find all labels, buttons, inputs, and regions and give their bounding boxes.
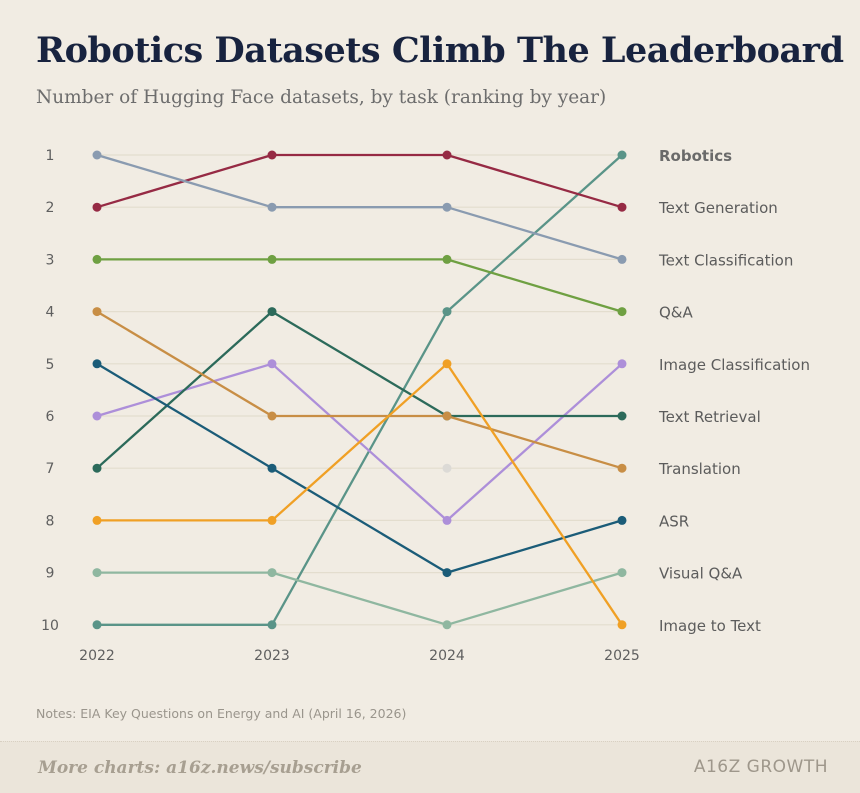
- point-visual-qanda: [92, 568, 102, 578]
- point-qanda: [92, 254, 102, 264]
- chart-subtitle: Number of Hugging Face datasets, by task…: [36, 87, 607, 108]
- footer-bar: More charts: a16z.news/subscribe A16Z GR…: [0, 741, 860, 793]
- series-line-asr: [96, 362, 623, 574]
- series-line-text-retrieval: [96, 310, 622, 470]
- point-asr: [442, 568, 452, 578]
- y-tick-label: 5: [46, 357, 55, 373]
- faint-point: [442, 463, 452, 473]
- point-text-generation: [267, 150, 277, 160]
- point-qanda: [617, 307, 627, 317]
- x-tick-label: 2024: [429, 648, 465, 664]
- point-text-generation: [92, 202, 102, 212]
- y-tick-label: 6: [46, 409, 55, 425]
- point-image-to-text: [442, 359, 452, 369]
- brand-logo: A16Z GROWTH: [693, 757, 828, 777]
- point-text-classification: [267, 202, 277, 212]
- point-image-to-text: [92, 515, 102, 525]
- chart-notes: Notes: EIA Key Questions on Energy and A…: [36, 706, 407, 721]
- series-labels: Robotics Text Generation Text Classificati…: [658, 147, 810, 635]
- series-label-image-classification: Image Classification: [659, 356, 810, 374]
- point-visual-qanda: [267, 568, 277, 578]
- point-robotics: [442, 307, 452, 317]
- series-label-text-retrieval: Text Retrieval: [658, 408, 761, 426]
- series-line-text-classification: [96, 153, 623, 261]
- point-text-classification: [617, 254, 627, 264]
- series-label-robotics: Robotics: [659, 147, 732, 165]
- series-label-qanda: Q&A: [659, 304, 694, 322]
- point-robotics: [267, 620, 277, 630]
- point-text-retrieval: [92, 463, 102, 473]
- point-robotics: [92, 620, 102, 630]
- point-text-retrieval: [617, 411, 627, 421]
- point-image-to-text: [267, 515, 277, 525]
- x-axis-ticks: 2022 2023 2024 2025: [79, 648, 640, 664]
- point-text-classification: [92, 150, 102, 160]
- point-asr: [617, 515, 627, 525]
- y-tick-label: 7: [46, 461, 55, 477]
- point-image-classification: [617, 359, 627, 369]
- y-tick-label: 4: [46, 305, 55, 321]
- point-translation: [617, 463, 627, 473]
- point-robotics: [617, 150, 627, 160]
- y-tick-label: 9: [46, 566, 55, 582]
- point-qanda: [267, 254, 277, 264]
- point-asr: [92, 359, 102, 369]
- point-image-classification: [92, 411, 102, 421]
- series-label-asr: ASR: [659, 512, 689, 530]
- x-tick-label: 2023: [254, 648, 290, 664]
- point-text-generation: [442, 150, 452, 160]
- point-visual-qanda: [442, 620, 452, 630]
- point-text-classification: [442, 202, 452, 212]
- point-translation: [267, 411, 277, 421]
- point-image-to-text: [617, 620, 627, 630]
- y-tick-label: 2: [46, 200, 55, 216]
- point-image-classification: [267, 359, 277, 369]
- series-points: [92, 150, 627, 630]
- y-axis-ticks: 1 2 3 4 5 6 7 8 9 10: [41, 148, 59, 634]
- series-line-translation: [96, 310, 623, 470]
- y-tick-label: 1: [46, 148, 55, 164]
- series-lines: [96, 153, 623, 626]
- series-line-image-to-text: [97, 362, 623, 626]
- subscribe-link[interactable]: More charts: a16z.news/subscribe: [38, 758, 362, 778]
- point-qanda: [442, 254, 452, 264]
- point-text-retrieval: [267, 307, 277, 317]
- series-label-image-to-text: Image to Text: [659, 617, 761, 635]
- point-text-generation: [617, 202, 627, 212]
- y-tick-label: 8: [46, 513, 55, 529]
- series-line-visual-qanda: [97, 571, 623, 626]
- point-visual-qanda: [617, 568, 627, 578]
- series-line-text-generation: [96, 153, 623, 209]
- series-line-qanda: [97, 258, 623, 313]
- x-tick-label: 2025: [604, 648, 640, 664]
- point-translation: [442, 411, 452, 421]
- x-tick-label: 2022: [79, 648, 115, 664]
- series-label-text-generation: Text Generation: [658, 199, 778, 217]
- point-asr: [267, 463, 277, 473]
- chart-title: Robotics Datasets Climb The Leaderboard: [36, 30, 844, 71]
- y-tick-label: 10: [41, 618, 59, 634]
- series-label-text-classification: Text Classification: [658, 251, 793, 269]
- series-label-visual-qanda: Visual Q&A: [659, 565, 743, 583]
- point-image-classification: [442, 515, 452, 525]
- point-translation: [92, 307, 102, 317]
- y-tick-label: 3: [46, 252, 55, 268]
- series-label-translation: Translation: [658, 460, 741, 478]
- bump-chart: 1 2 3 4 5 6 7 8 9 10 2022 2023 2024 2025 Robotics Tex…: [41, 147, 810, 664]
- series-line-robotics: [97, 154, 623, 626]
